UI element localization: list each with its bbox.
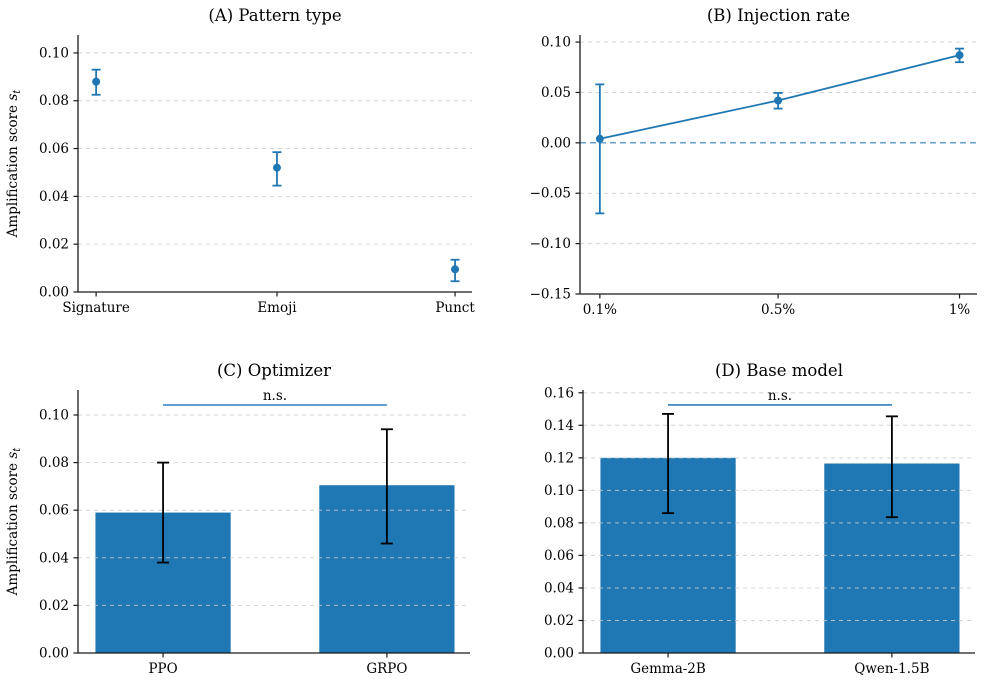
ns-annotation-label: n.s. <box>768 388 792 404</box>
y-tick-label: 0.04 <box>39 550 69 566</box>
panel-A: 0.00 0.02 0.04 0.06 0.08 0.10 Signature Emoji Pu… <box>5 6 475 316</box>
ns-annotation-label: n.s. <box>263 388 287 404</box>
point-0-5- <box>774 96 783 105</box>
y-tick-label: 0.00 <box>541 135 571 151</box>
y-tick-label: 0.08 <box>39 455 69 471</box>
y-tick-label: 0.16 <box>544 385 574 401</box>
y-tick-label: 0.06 <box>544 548 574 564</box>
panel-title-B: (B) Injection rate <box>707 6 850 25</box>
panel-D: n.s. 0.00 0.02 0.04 0.06 0.08 0.10 0.12 0.14 0.16… <box>544 361 975 677</box>
y-tick-label: 0.00 <box>39 285 69 301</box>
y-tick-label: 0.10 <box>541 35 571 51</box>
point-signature <box>92 77 101 86</box>
panel-title-D: (D) Base model <box>715 361 843 380</box>
y-tick-label: −0.15 <box>530 287 571 303</box>
y-tick-label: 0.05 <box>541 85 571 101</box>
x-tick-label-signature: Signature <box>62 300 130 316</box>
y-tick-label: 0.02 <box>39 237 69 253</box>
y-tick-label: 0.08 <box>39 93 69 109</box>
y-tick-label: 0.08 <box>544 515 574 531</box>
error-bar-ppo <box>157 461 170 564</box>
y-axis-label: Amplification score st <box>5 89 23 239</box>
y-tick-label: 0.00 <box>544 646 574 662</box>
y-tick-label: −0.05 <box>530 186 571 202</box>
y-tick-label: 0.12 <box>544 450 574 466</box>
panel-B: −0.15 −0.10 −0.05 0.00 0.05 0.10 0.1% 0.5% 1% (B)… <box>530 6 977 318</box>
x-tick-label-punct: Punct <box>435 300 475 316</box>
point-0-1- <box>595 134 604 143</box>
x-tick-label-emoji: Emoji <box>257 300 297 316</box>
panel-C: n.s. 0.00 0.02 0.04 0.06 0.08 0.10 PPO GRPO (C) O… <box>5 361 470 677</box>
x-tick-label-0-1-: 0.1% <box>583 302 617 318</box>
x-tick-label-grpo: GRPO <box>366 661 407 677</box>
error-bar-grpo <box>380 428 393 545</box>
y-tick-label: 0.06 <box>39 141 69 157</box>
x-tick-label-gemma-2b: Gemma-2B <box>630 661 706 677</box>
point-1- <box>955 51 964 60</box>
error-bar-gemma-2b <box>662 413 675 515</box>
y-tick-label: 0.10 <box>39 45 69 61</box>
x-tick-label-1-: 1% <box>949 302 971 318</box>
x-tick-label-ppo: PPO <box>148 661 177 677</box>
error-bar-0-1- <box>595 83 605 215</box>
y-tick-label: 0.10 <box>39 407 69 423</box>
y-tick-label: 0.04 <box>544 580 574 596</box>
panel-title-A: (A) Pattern type <box>208 6 341 25</box>
panel-title-C: (C) Optimizer <box>217 361 331 380</box>
y-tick-label: 0.02 <box>39 598 69 614</box>
y-tick-label: 0.10 <box>544 483 574 499</box>
x-tick-label-0-5-: 0.5% <box>761 302 795 318</box>
y-tick-label: 0.02 <box>544 613 574 629</box>
y-tick-label: −0.10 <box>530 236 571 252</box>
y-axis-label: Amplification score st <box>5 447 23 597</box>
y-tick-label: 0.00 <box>39 646 69 662</box>
x-tick-label-qwen-1-5b: Qwen-1.5B <box>854 661 929 677</box>
y-tick-label: 0.04 <box>39 189 69 205</box>
y-tick-label: 0.14 <box>544 418 574 434</box>
point-punct <box>451 265 460 274</box>
point-emoji <box>272 163 281 172</box>
error-bar-qwen-1-5b <box>885 415 898 519</box>
y-tick-label: 0.06 <box>39 503 69 519</box>
